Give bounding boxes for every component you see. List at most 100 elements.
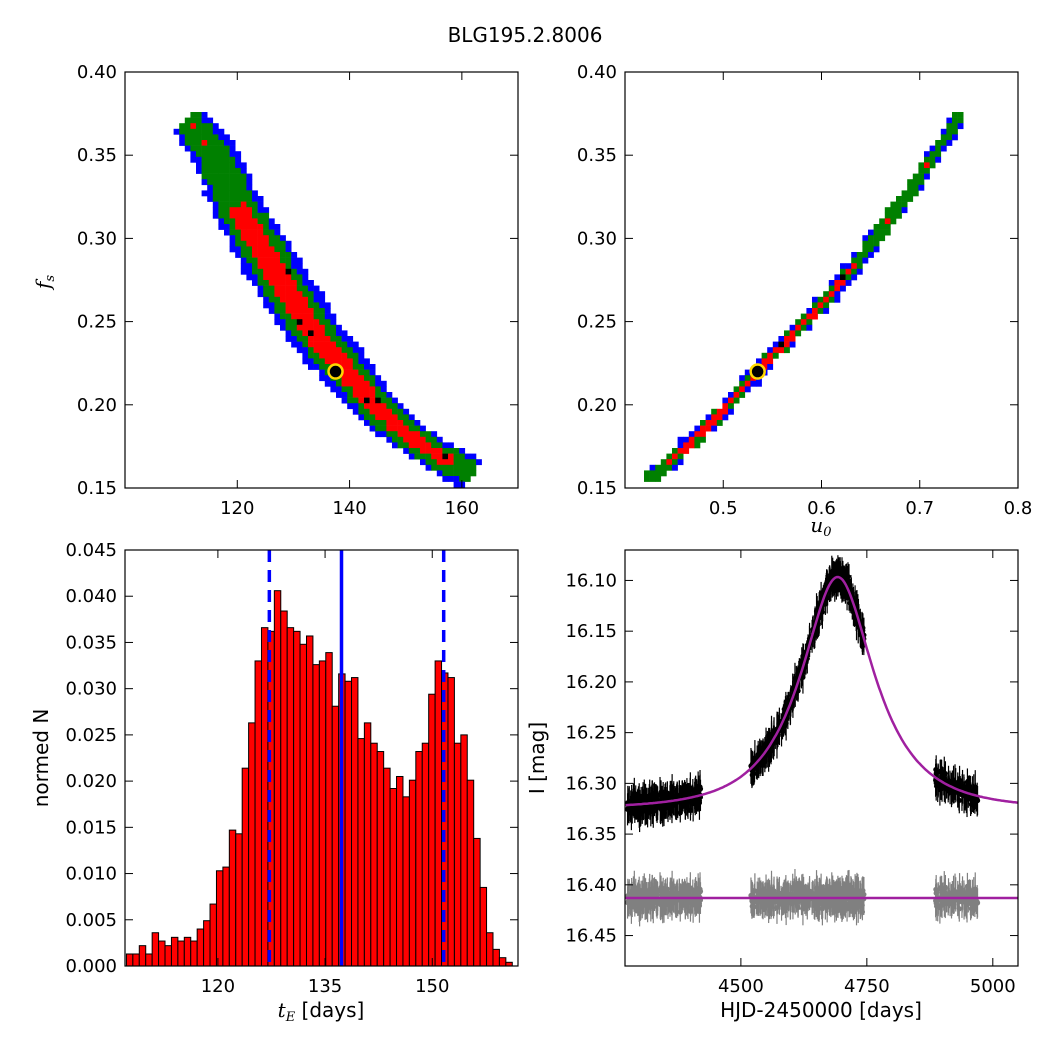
heatmap-cell — [806, 313, 813, 320]
heatmap-cell — [812, 313, 818, 320]
model-curve — [625, 575, 1018, 807]
heatmap-cell — [224, 145, 230, 152]
heatmap-cell — [291, 319, 298, 326]
heatmap-cell — [711, 414, 718, 421]
heatmap-cell — [453, 459, 460, 466]
heatmap-cell — [296, 308, 303, 314]
heatmap-cell — [459, 464, 466, 471]
heatmap-cell — [240, 201, 247, 208]
heatmap-cell — [924, 151, 930, 158]
heatmap-cell — [840, 285, 846, 292]
heatmap-cell — [274, 235, 281, 242]
heatmap-cell — [218, 134, 225, 141]
heatmap-cell — [308, 313, 314, 320]
data-point — [664, 790, 670, 796]
heatmap-cell — [330, 330, 337, 337]
heatmap-cell — [274, 280, 281, 286]
heatmap-cell — [296, 291, 303, 298]
heatmap-cell — [263, 224, 270, 230]
heatmap-cell — [369, 420, 376, 426]
heatmap-cell — [336, 341, 342, 348]
heatmap-cell — [851, 268, 858, 275]
heatmap-cell — [352, 392, 359, 398]
residual-point — [790, 899, 796, 905]
heatmap-cell — [952, 134, 958, 141]
heatmap-cell — [453, 453, 460, 460]
heatmap-cell — [302, 280, 309, 286]
heatmap-cell — [308, 364, 314, 370]
heatmap-cell — [207, 190, 214, 197]
heatmap-cell — [358, 347, 365, 354]
histogram-bar — [170, 936, 179, 967]
heatmap-cell — [453, 481, 460, 488]
heatmap-cell — [308, 319, 314, 326]
histogram-bar — [447, 677, 455, 967]
heatmap-cell — [201, 134, 208, 141]
heatmap-cell — [302, 268, 309, 275]
p2-xlabel: u0 — [810, 513, 831, 540]
panel-tE-histogram: 120 135 150 0.000 0.005 0.010 0.015 0.020 0.025 0… — [29, 540, 519, 1025]
p3-ytick-label: 0.005 — [65, 910, 117, 931]
heatmap-cell — [425, 448, 432, 454]
data-point — [628, 810, 635, 816]
heatmap-cell — [308, 341, 314, 348]
heatmap-cell — [235, 196, 242, 202]
heatmap-cell — [397, 436, 404, 443]
heatmap-cell — [448, 453, 454, 460]
heatmap-cell — [442, 442, 449, 449]
heatmap-cell — [252, 274, 258, 281]
histogram-bar — [389, 788, 398, 967]
heatmap-cell — [705, 414, 712, 421]
heatmap-cell — [263, 229, 270, 236]
heatmap-cell — [212, 207, 219, 214]
histogram-bar — [453, 742, 462, 967]
heatmap-cell — [929, 156, 936, 163]
heatmap-cell — [246, 179, 253, 186]
data-point — [679, 791, 685, 797]
heatmap-cell — [789, 341, 796, 348]
heatmap-cell — [224, 162, 230, 169]
heatmap-cell — [386, 397, 393, 404]
heatmap-cell — [907, 184, 914, 191]
heatmap-cell — [392, 425, 398, 432]
heatmap-cell — [828, 285, 835, 292]
heatmap-cell — [862, 240, 869, 247]
heatmap-cell — [207, 123, 214, 130]
heatmap-cell — [229, 151, 236, 158]
heatmap-cell — [308, 352, 314, 359]
heatmap-cell — [397, 408, 404, 415]
heatmap-cell — [229, 207, 236, 214]
heatmap-cell — [364, 369, 370, 376]
heatmap-cell — [364, 358, 370, 365]
residual-point — [668, 898, 674, 904]
heatmap-cell — [296, 319, 303, 326]
histogram-bar — [344, 680, 353, 967]
p1-ylabel: fs — [31, 275, 58, 291]
heatmap-cell — [285, 324, 292, 331]
heatmap-cell — [795, 324, 802, 331]
heatmap-cell — [380, 397, 387, 404]
heatmap-cell — [302, 341, 309, 348]
heatmap-cell — [196, 168, 202, 174]
heatmap-cell — [302, 285, 309, 292]
p2-ytick-label: 0.25 — [577, 312, 617, 333]
heatmap-cell — [296, 341, 303, 348]
histogram-bar — [196, 928, 205, 967]
heatmap-cell — [459, 448, 466, 454]
histogram-bar — [305, 635, 314, 967]
data-point — [668, 801, 674, 807]
heatmap-cell — [308, 296, 314, 303]
heatmap-cell — [420, 453, 426, 460]
histogram-bar — [473, 837, 481, 967]
heatmap-cell — [952, 112, 958, 118]
heatmap-cell — [324, 330, 331, 337]
heatmap-cell — [952, 123, 958, 130]
heatmap-cell — [352, 375, 359, 382]
heatmap-cell — [268, 268, 275, 275]
heatmap-cell — [246, 173, 253, 180]
heatmap-cell — [218, 173, 225, 180]
heatmap-cell — [201, 117, 208, 124]
heatmap-cell — [845, 263, 852, 270]
heatmap-cell — [666, 464, 673, 471]
heatmap-cell — [235, 212, 242, 219]
